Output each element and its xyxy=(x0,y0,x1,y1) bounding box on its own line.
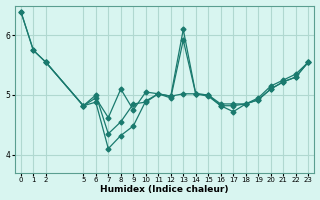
X-axis label: Humidex (Indice chaleur): Humidex (Indice chaleur) xyxy=(100,185,229,194)
